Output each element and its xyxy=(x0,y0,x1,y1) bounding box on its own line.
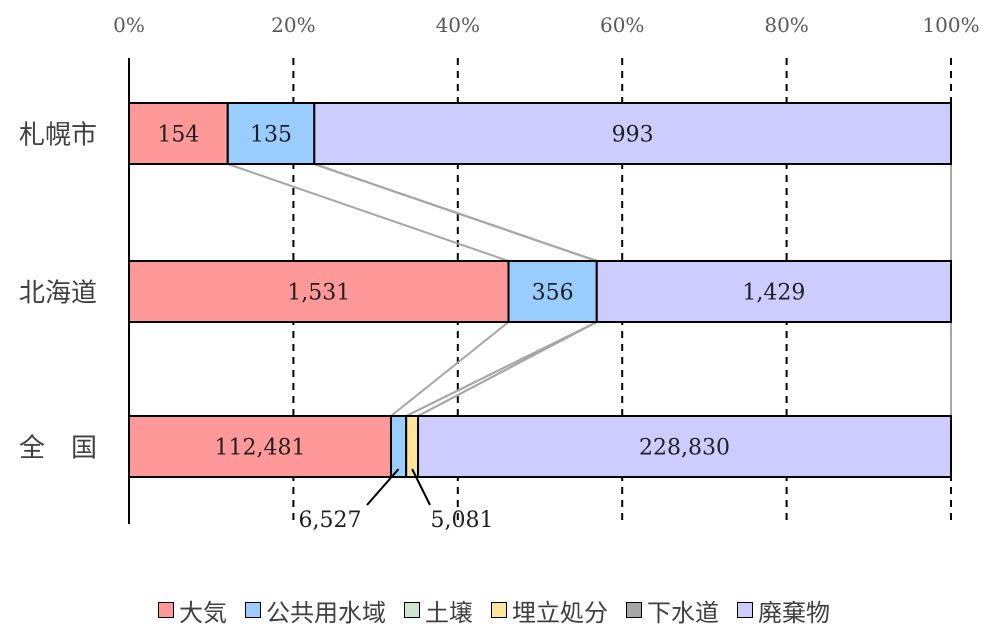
bar-segment xyxy=(507,260,598,323)
legend-item: 埋立処分 xyxy=(491,593,608,628)
stacked-bar-chart: 154 135 993 1,531 356 1,429 112,481 6,527 5,081 2… xyxy=(19,13,980,534)
legend-label: 廃棄物 xyxy=(758,598,830,627)
bar-segment xyxy=(389,415,408,478)
legend-swatch xyxy=(404,602,420,618)
legend-label: 大気 xyxy=(179,598,227,627)
legend-label: 公共用水域 xyxy=(266,598,386,627)
legend: 大気 公共用水域 土壌 埋立処分 下水道 廃棄物 xyxy=(0,592,988,628)
bar-segment xyxy=(313,102,952,165)
category-label: 全 国 xyxy=(19,434,97,464)
legend-swatch xyxy=(158,602,174,618)
data-label: 1,429 xyxy=(742,281,805,306)
data-label: 112,481 xyxy=(215,436,306,461)
x-tick-label: 0% xyxy=(113,13,145,37)
callout-line xyxy=(411,468,431,506)
category-label: 北海道 xyxy=(19,279,97,309)
category-label: 札幌市 xyxy=(19,121,97,151)
bar-segment xyxy=(417,415,953,478)
callout-label: 6,527 xyxy=(299,508,362,533)
x-tick-label: 40% xyxy=(436,13,480,37)
connector-line xyxy=(313,163,598,262)
data-label: 154 xyxy=(157,123,199,148)
connector-line xyxy=(417,321,598,417)
data-labels: 154 135 993 1,531 356 1,429 112,481 6,527 5,081 2… xyxy=(157,123,805,534)
x-tick-label: 20% xyxy=(271,13,315,37)
bar-segment xyxy=(595,260,953,323)
legend-swatch xyxy=(626,602,642,618)
x-tick-label: 100% xyxy=(922,13,979,37)
data-label: 993 xyxy=(612,123,654,148)
connector-line xyxy=(227,163,509,262)
legend-item: 廃棄物 xyxy=(737,593,830,628)
bar-segment xyxy=(128,102,229,165)
legend-item: 下水道 xyxy=(626,593,719,628)
legend-swatch xyxy=(737,602,753,618)
legend-swatch xyxy=(245,602,261,618)
callout-label: 5,081 xyxy=(431,508,494,533)
connector-line xyxy=(390,321,510,417)
bar-segment xyxy=(128,260,510,323)
bar-segment xyxy=(405,415,420,478)
legend-label: 土壌 xyxy=(425,598,473,627)
x-tick-label: 80% xyxy=(764,13,808,37)
data-label: 135 xyxy=(250,123,292,148)
legend-label: 下水道 xyxy=(647,598,719,627)
x-tick-label: 60% xyxy=(600,13,644,37)
series-connector-lines xyxy=(227,163,952,417)
legend-label: 埋立処分 xyxy=(512,598,608,627)
legend-item: 土壌 xyxy=(404,593,473,628)
callout-line xyxy=(366,468,400,506)
data-label: 356 xyxy=(532,281,574,306)
data-label: 1,531 xyxy=(287,281,350,306)
legend-item: 公共用水域 xyxy=(245,593,386,628)
legend-item: 大気 xyxy=(158,593,227,628)
bars xyxy=(128,102,953,478)
bar-segment xyxy=(226,102,316,165)
data-label: 228,830 xyxy=(639,436,730,461)
legend-swatch xyxy=(491,602,507,618)
